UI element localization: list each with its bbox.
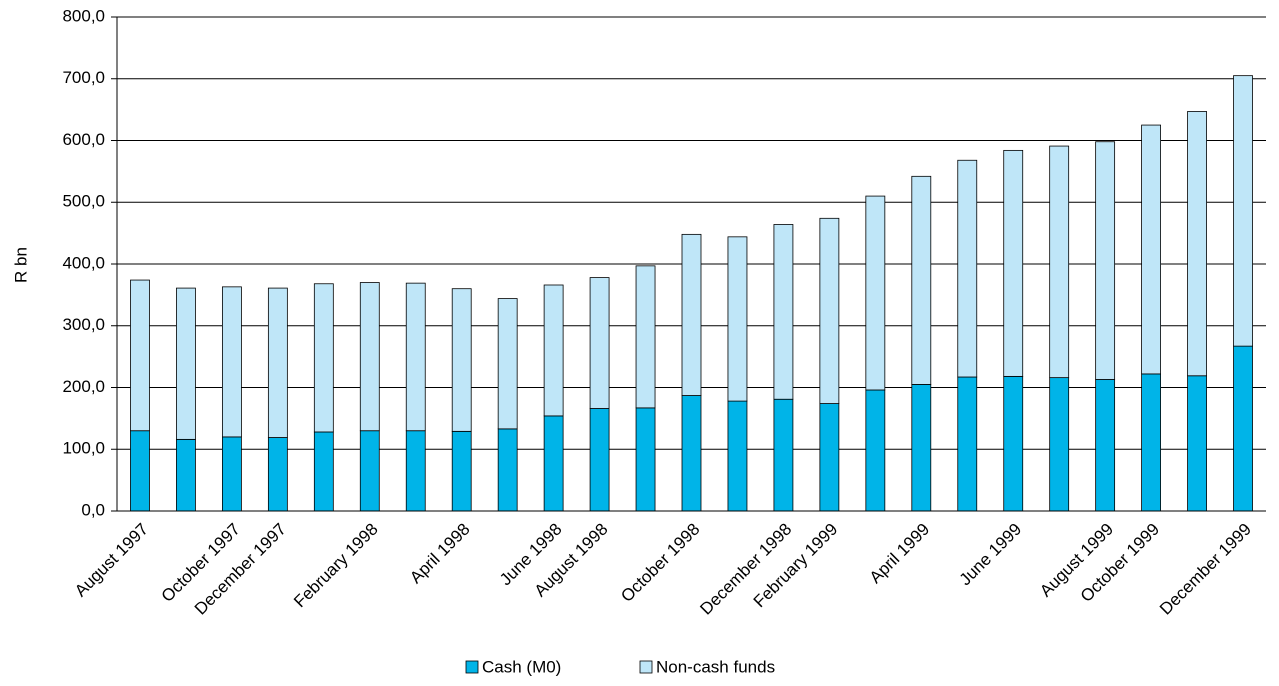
y-tick-label: 500,0 — [62, 192, 105, 211]
bar — [313, 283, 334, 433]
bar — [130, 430, 150, 512]
bar — [819, 403, 840, 512]
bar — [359, 430, 380, 512]
bar — [1003, 375, 1024, 512]
bar — [1049, 377, 1070, 512]
bar — [681, 233, 702, 396]
bar — [176, 287, 196, 440]
bar — [819, 217, 840, 404]
bar — [957, 159, 978, 378]
bar — [267, 287, 288, 438]
bar — [497, 428, 518, 512]
bar — [176, 438, 196, 512]
bar — [589, 408, 610, 512]
bar — [957, 376, 978, 512]
bar — [1095, 379, 1116, 512]
x-tick-label: August 1997 — [71, 520, 152, 601]
bar — [451, 430, 472, 512]
y-tick-label: 100,0 — [62, 439, 105, 458]
bar — [1003, 149, 1024, 377]
bar — [1233, 345, 1253, 512]
legend-label: Non-cash funds — [656, 657, 775, 676]
y-tick-label: 800,0 — [62, 6, 105, 25]
bar — [773, 224, 794, 400]
bar — [451, 288, 472, 432]
bar — [267, 437, 288, 512]
x-tick-label: April 1998 — [406, 520, 474, 588]
bar — [865, 195, 886, 391]
bar — [543, 284, 564, 417]
legend-swatch — [465, 660, 479, 674]
bar — [1049, 145, 1070, 379]
bar — [681, 395, 702, 512]
x-tick-label: April 1999 — [866, 520, 934, 588]
y-tick-label: 600,0 — [62, 130, 105, 149]
y-axis-label: R bn — [11, 247, 30, 283]
y-tick-label: 200,0 — [62, 377, 105, 396]
legend-label: Cash (M0) — [482, 657, 561, 676]
y-tick-label: 400,0 — [62, 253, 105, 272]
bar — [543, 415, 564, 512]
bar — [1233, 75, 1253, 347]
y-tick-label: 700,0 — [62, 68, 105, 87]
bar — [773, 398, 794, 512]
bar — [727, 400, 748, 512]
bar — [221, 436, 242, 512]
bar — [727, 236, 748, 402]
bar — [635, 407, 656, 512]
bar — [313, 431, 334, 512]
y-tick-label: 300,0 — [62, 315, 105, 334]
bar — [130, 279, 150, 432]
bar — [1095, 141, 1116, 380]
x-tick-label: October 1997 — [158, 520, 244, 606]
bar — [1187, 111, 1207, 377]
bar — [405, 282, 426, 432]
bar — [359, 282, 380, 432]
bar — [589, 277, 610, 409]
x-tick-label: October 1998 — [617, 520, 703, 606]
bar — [635, 265, 656, 409]
bar — [911, 175, 932, 385]
x-tick-label: December 1999 — [1156, 520, 1255, 619]
legend-swatch — [639, 660, 653, 674]
x-tick-label: February 1999 — [750, 520, 842, 612]
bar — [497, 298, 518, 430]
bar — [865, 389, 886, 512]
bar — [1187, 375, 1207, 512]
bar — [1141, 373, 1161, 512]
x-tick-label: June 1999 — [956, 520, 1026, 590]
bar — [405, 430, 426, 512]
y-tick-label: 0,0 — [81, 500, 105, 519]
bar — [221, 286, 242, 438]
bar — [911, 384, 932, 512]
x-tick-label: February 1998 — [290, 520, 382, 612]
bar — [1141, 124, 1161, 375]
